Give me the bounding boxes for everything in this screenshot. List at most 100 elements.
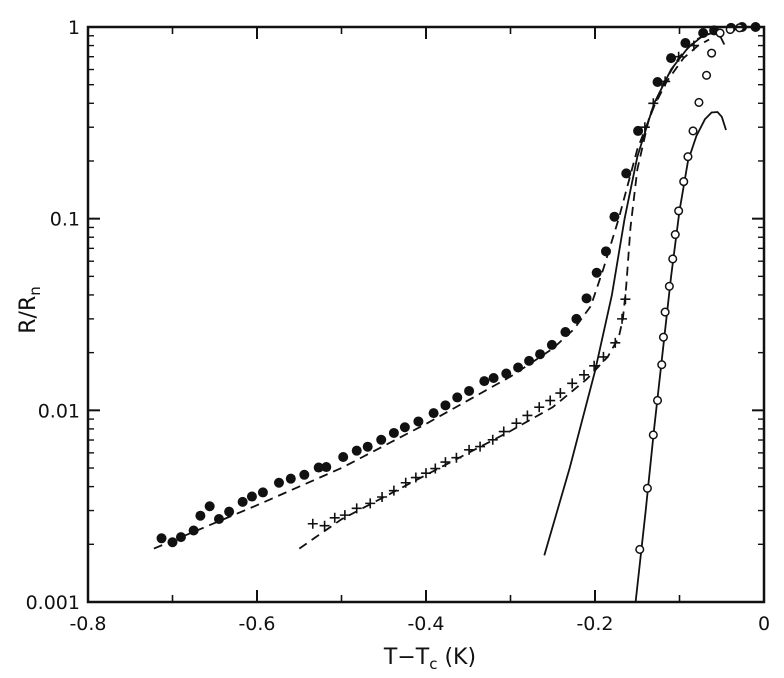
fit-curve-3 [543,32,726,556]
data-point-plus [464,444,475,455]
data-point-plus [339,510,350,521]
data-point-filled [351,445,362,456]
data-point-filled [376,434,387,445]
data-point-filled [546,339,557,350]
data-point-filled [581,293,592,304]
data-point-plus [329,512,340,523]
data-point-plus [589,360,600,371]
data-point-plus [522,410,533,421]
data-point-open [701,70,712,80]
x-tick-label: -0.6 [238,613,275,635]
data-point-open [657,360,667,370]
data-point-filled [440,400,451,411]
data-point-filled [666,53,677,64]
data-point-plus [440,457,451,468]
data-point-filled [167,537,178,548]
axes [86,25,766,604]
data-point-filled [479,376,490,387]
data-point-filled [698,28,709,39]
data-point-filled [195,510,206,521]
data-point-filled [338,451,349,462]
data-point-open [658,332,668,342]
data-point-plus [620,294,631,305]
data-point-plus [598,351,609,362]
data-point-filled [273,477,284,488]
data-point-filled [413,416,424,427]
data-point-open [648,430,658,440]
fit-curve-2 [298,38,710,550]
y-tick-label: 0.1 [50,209,80,231]
data-point-filled [452,392,463,403]
data-point-plus [388,485,399,496]
data-point-filled [609,211,620,222]
x-tick-label: -0.2 [576,613,613,635]
data-point-plus [545,395,556,406]
data-point-plus [410,472,421,483]
data-point-filled [213,514,224,525]
data-point-open [668,254,678,264]
data-point-filled [680,38,691,49]
data-point-filled [313,462,324,473]
x-tick-label: 0 [758,613,770,635]
data-point-filled [362,441,373,452]
data-point-plus [673,51,684,62]
data-point-open [652,395,663,406]
tick-labels: -0.8 -0.6 -0.4 -0.2 0 0.001 0.01 0.1 1 [26,17,770,635]
fit-curves [153,30,727,603]
data-point-plus [610,337,621,348]
data-point-filled [600,246,611,257]
data-point-filled [299,469,310,480]
data-points [156,22,761,555]
data-point-filled [501,368,512,379]
data-point-filled [535,349,546,360]
data-point-plus [567,378,578,389]
x-tick-label: -0.4 [407,613,444,635]
y-tick-label: 0.01 [38,400,80,422]
data-point-filled [488,372,499,383]
data-point-open [683,152,693,162]
data-point-filled [246,491,257,502]
data-point-plus [319,520,330,531]
data-point-filled [204,501,215,512]
data-point-plus [534,402,545,413]
data-point-filled [175,532,186,543]
data-point-plus [617,313,628,324]
data-point-plus [579,369,590,380]
data-point-filled [621,168,632,179]
x-axis-title: T−Tc (K) [383,645,476,673]
data-point-filled [591,267,602,278]
data-point-plus [421,468,431,479]
y-tick-label: 1 [68,17,80,39]
data-point-open [715,28,725,38]
data-point-plus [430,463,441,474]
data-point-filled [428,408,439,419]
data-point-open [694,97,704,107]
data-point-plus [351,503,362,514]
data-point-filled [571,313,582,324]
data-point-filled [464,385,475,396]
data-point-plus [498,426,509,437]
data-point-open [635,544,645,555]
data-point-filled [633,125,644,136]
data-point-plus [511,418,522,429]
data-point-filled [524,355,535,366]
data-point-plus [307,518,318,529]
data-point-filled [652,77,663,88]
fit-curve-4 [634,111,727,603]
data-point-filled [257,487,268,498]
data-point-filled [513,362,524,373]
data-point-filled [188,525,199,536]
data-point-plus [487,434,498,445]
data-point-plus [475,441,486,452]
data-point-open [707,48,717,58]
data-point-plus [377,492,388,503]
x-tick-label: -0.8 [69,613,106,635]
data-point-plus [400,477,411,488]
data-point-plus [451,452,462,463]
data-point-filled [156,533,167,544]
data-point-filled [224,506,235,517]
data-point-filled [388,427,399,438]
y-axis-title: R/Rn [16,286,44,334]
data-point-open [660,307,670,317]
